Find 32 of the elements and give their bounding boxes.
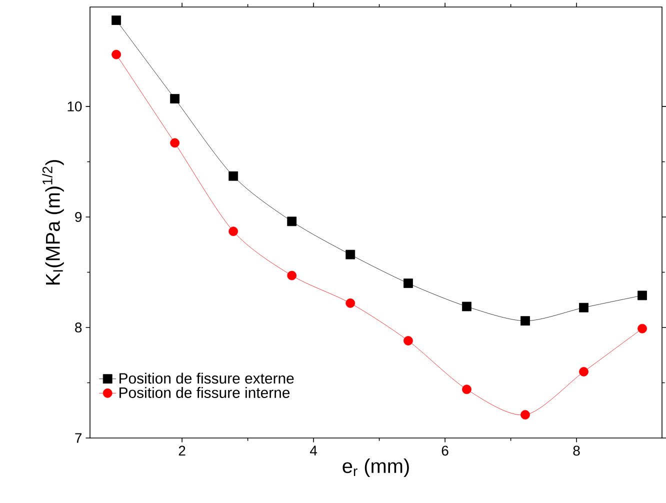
point bbox=[228, 171, 238, 181]
legend-label: Position de fissure interne bbox=[120, 387, 290, 398]
legend-label: Position de fissure externe bbox=[120, 372, 294, 384]
point bbox=[170, 138, 180, 148]
point bbox=[520, 316, 530, 326]
x-tick-label: 8 bbox=[573, 446, 580, 456]
point bbox=[346, 298, 356, 308]
point bbox=[404, 278, 413, 288]
y-tick-label: 9 bbox=[75, 212, 82, 222]
point bbox=[462, 384, 472, 394]
y-tick-label: 10 bbox=[68, 102, 82, 112]
x-tick-label: 6 bbox=[442, 446, 448, 456]
point bbox=[404, 336, 413, 346]
point bbox=[170, 94, 180, 104]
x-tick-label: 2 bbox=[178, 446, 186, 456]
point bbox=[228, 226, 238, 236]
point bbox=[638, 290, 647, 300]
point bbox=[520, 410, 530, 420]
x-tick-label: 4 bbox=[310, 446, 318, 456]
y-tick-label: 7 bbox=[75, 433, 82, 443]
point bbox=[462, 302, 472, 312]
point bbox=[579, 366, 588, 376]
point bbox=[112, 50, 121, 60]
x-axis-title: e$_{r}$ (mm) bbox=[342, 458, 409, 478]
point bbox=[112, 16, 121, 25]
point bbox=[287, 216, 297, 226]
point bbox=[346, 250, 356, 260]
point bbox=[287, 270, 297, 280]
y-tick-label: 8 bbox=[75, 322, 82, 332]
point bbox=[638, 324, 647, 334]
y-axis-title: K$_{I}$(MPa (m)$^{1/2}$) bbox=[42, 160, 64, 284]
point bbox=[579, 302, 588, 312]
